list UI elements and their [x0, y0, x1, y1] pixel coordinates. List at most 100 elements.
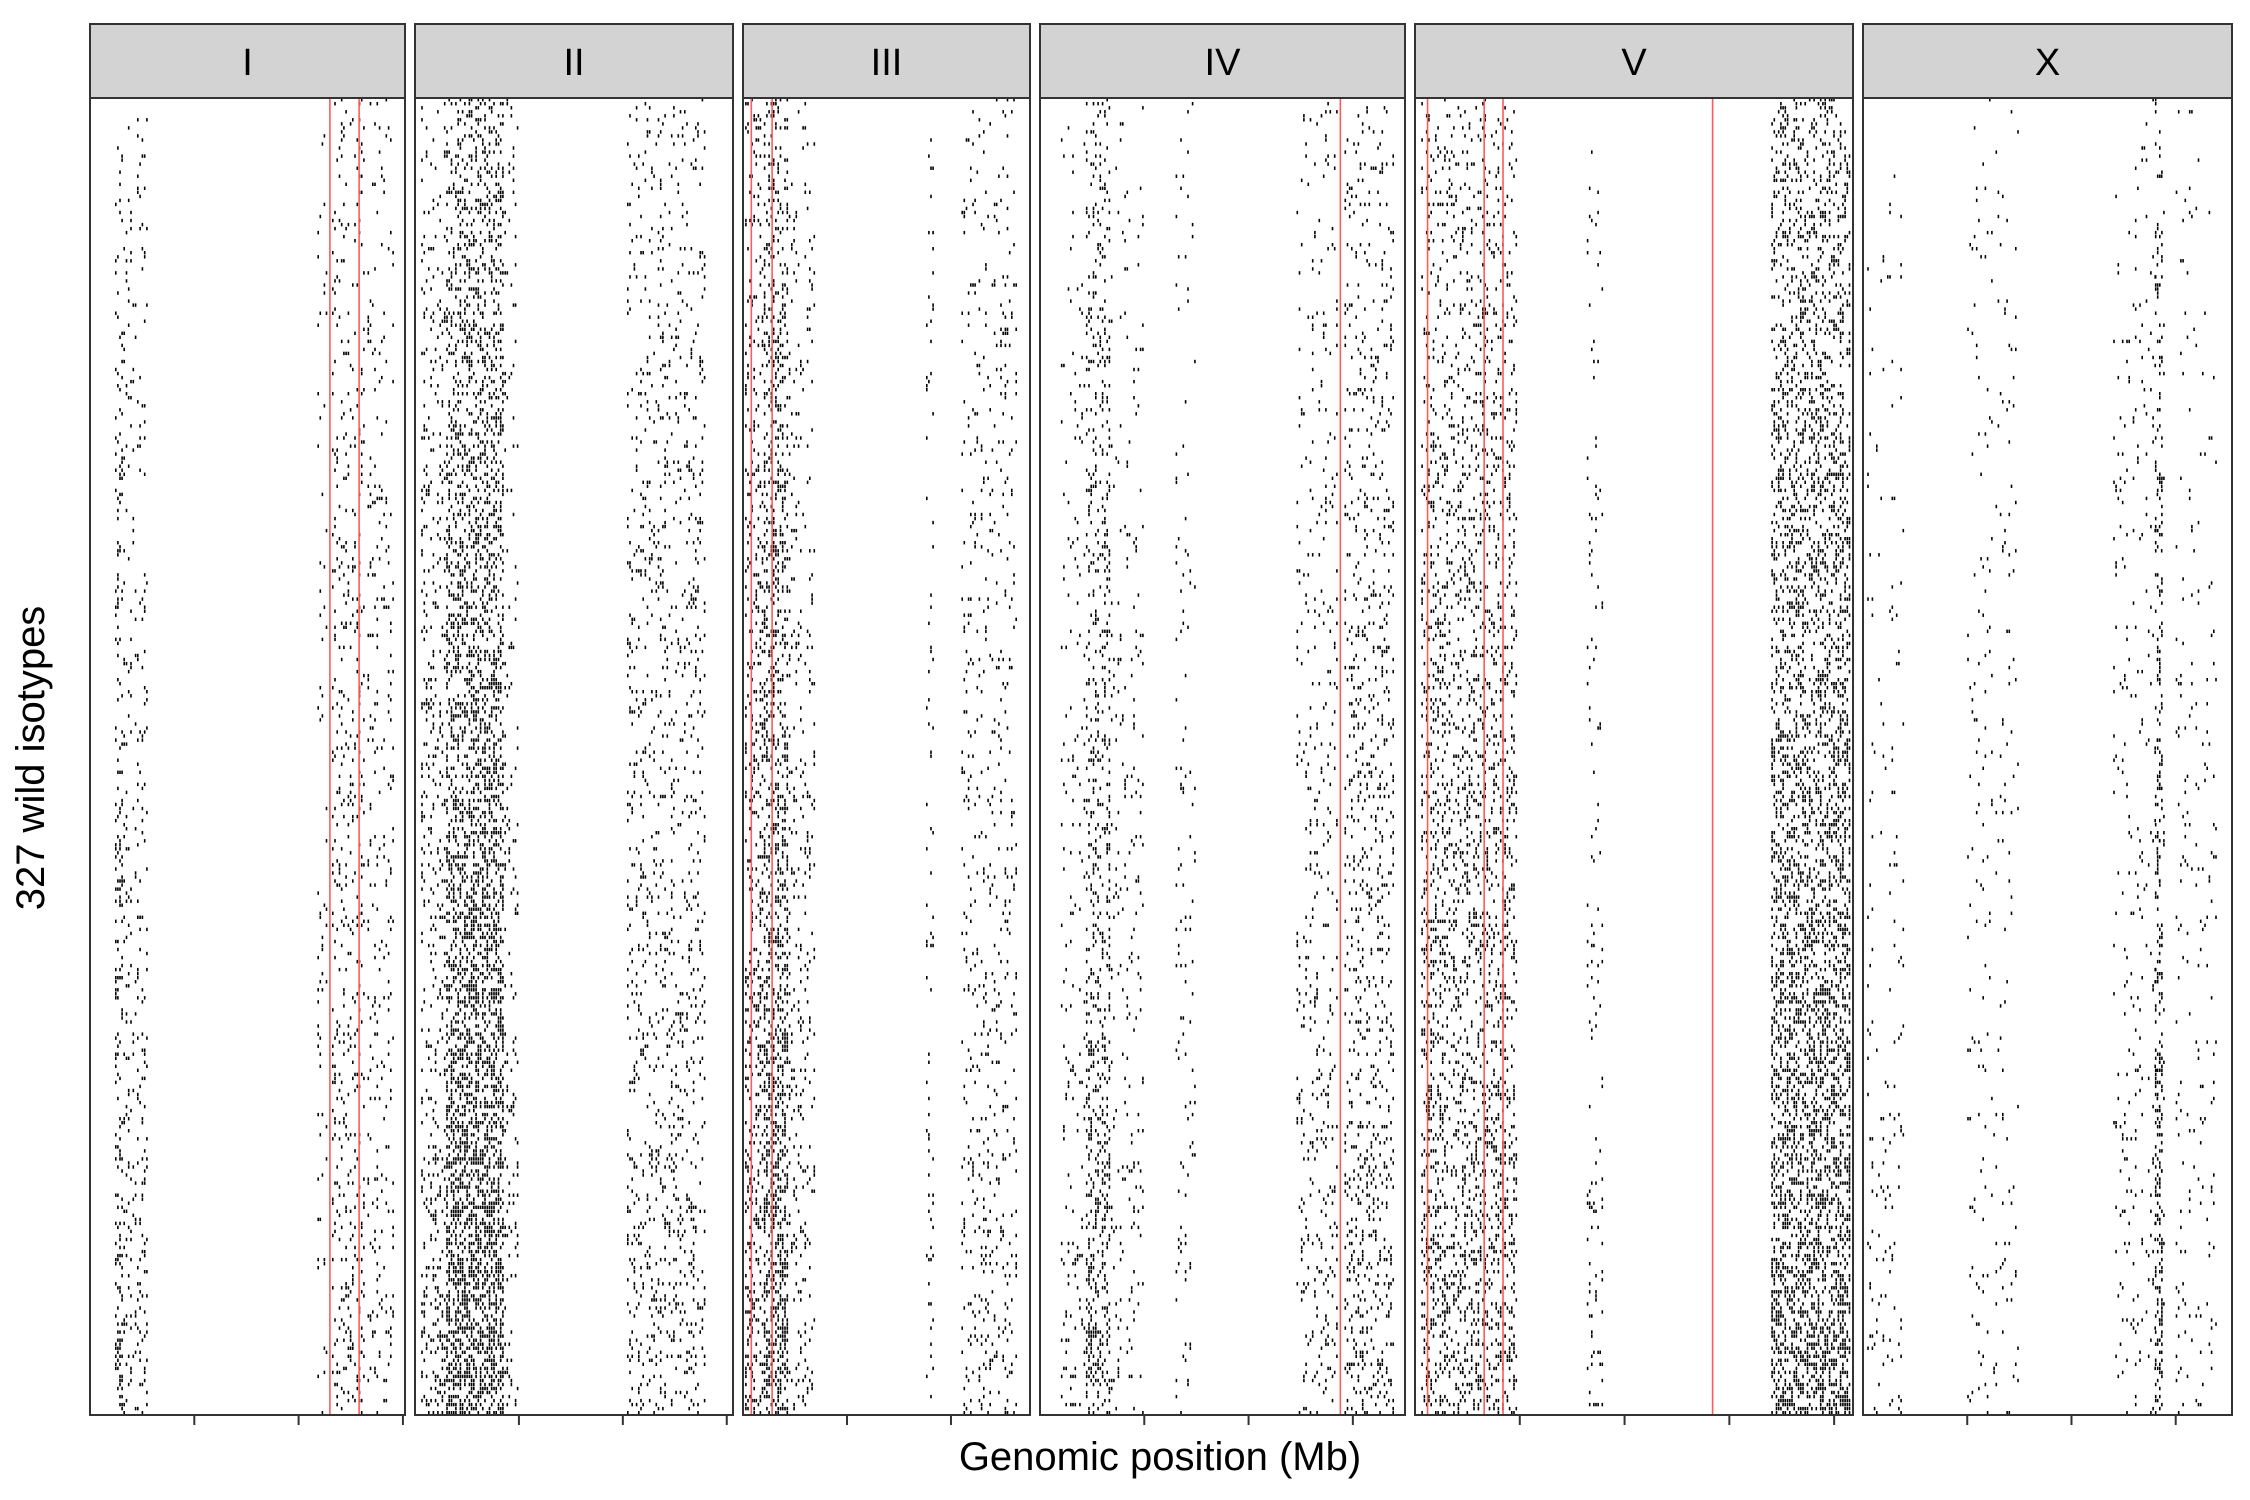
variant-mark — [459, 818, 462, 823]
variant-mark — [486, 649, 489, 654]
variant-mark — [443, 1129, 446, 1133]
variant-mark — [477, 818, 480, 823]
variant-mark — [317, 230, 319, 235]
variant-mark — [502, 1354, 504, 1359]
variant-mark — [466, 915, 468, 920]
variant-mark — [468, 565, 471, 569]
variant-mark — [352, 1266, 354, 1270]
variant-mark — [493, 919, 495, 924]
variant-mark — [441, 367, 444, 372]
variant-mark — [139, 601, 141, 605]
variant-mark — [132, 806, 135, 811]
variant-mark — [459, 1072, 462, 1077]
variant-mark — [493, 585, 495, 589]
variant-mark — [115, 1157, 117, 1161]
variant-mark — [450, 537, 453, 541]
variant-mark — [117, 553, 119, 557]
variant-mark — [450, 351, 453, 356]
variant-mark — [146, 1237, 148, 1242]
variant-mark — [470, 472, 473, 477]
variant-mark — [352, 931, 354, 936]
variant-mark — [493, 1153, 495, 1157]
variant-mark — [475, 1161, 477, 1165]
variant-mark — [466, 1282, 468, 1286]
variant-mark — [448, 1318, 450, 1322]
variant-mark — [334, 279, 336, 283]
variant-mark — [421, 1121, 423, 1125]
variant-mark — [473, 504, 475, 509]
variant-mark — [455, 1318, 457, 1322]
variant-mark — [360, 855, 363, 859]
variant-mark — [490, 1270, 493, 1274]
variant-mark — [450, 984, 453, 988]
variant-mark — [468, 412, 471, 416]
variant-mark — [499, 460, 502, 464]
variant-mark — [482, 931, 484, 936]
variant-mark — [466, 1366, 468, 1371]
variant-mark — [493, 887, 495, 891]
variant-mark — [446, 1024, 448, 1028]
variant-mark — [464, 569, 466, 573]
variant-mark — [360, 1221, 363, 1226]
variant-mark — [332, 1354, 334, 1359]
variant-mark — [497, 589, 500, 593]
variant-mark — [343, 1100, 345, 1105]
variant-mark — [490, 682, 493, 686]
variant-mark — [119, 1040, 121, 1044]
variant-mark — [119, 1137, 121, 1141]
variant-mark — [488, 1205, 491, 1210]
variant-mark — [363, 1338, 365, 1342]
variant-mark — [473, 456, 475, 460]
variant-mark — [468, 331, 471, 336]
variant-mark — [450, 1362, 453, 1367]
variant-mark — [479, 460, 482, 464]
variant-mark — [387, 1040, 390, 1044]
variant-mark — [477, 1169, 480, 1173]
variant-mark — [123, 1411, 125, 1415]
variant-mark — [450, 1121, 453, 1125]
variant-mark — [499, 1411, 502, 1415]
variant-mark — [437, 1125, 439, 1129]
variant-mark — [461, 1278, 464, 1282]
variant-mark — [488, 770, 491, 775]
variant-mark — [448, 831, 450, 835]
variant-mark — [490, 1358, 493, 1363]
variant-mark — [430, 1068, 432, 1073]
variant-mark — [455, 1088, 457, 1093]
variant-mark — [459, 1257, 462, 1262]
variant-mark — [499, 516, 502, 521]
variant-mark — [457, 1257, 459, 1262]
variant-mark — [497, 416, 500, 420]
variant-mark — [473, 1386, 475, 1391]
variant-mark — [482, 408, 484, 412]
variant-mark — [121, 1274, 123, 1278]
variant-mark — [482, 879, 484, 883]
variant-mark — [452, 311, 455, 315]
variant-mark — [499, 1262, 502, 1266]
variant-mark — [482, 843, 484, 847]
variant-mark — [430, 287, 432, 291]
variant-mark — [121, 1205, 123, 1210]
variant-mark — [475, 806, 477, 811]
variant-mark — [468, 746, 471, 750]
variant-mark — [115, 988, 117, 992]
variant-mark — [137, 1096, 139, 1101]
variant-mark — [381, 1076, 383, 1081]
variant-mark — [495, 1386, 497, 1391]
variant-mark — [473, 988, 475, 992]
variant-mark — [502, 1028, 504, 1032]
variant-mark — [466, 710, 468, 714]
variant-mark — [450, 158, 453, 162]
variant-mark — [117, 770, 119, 775]
variant-mark — [352, 508, 354, 513]
variant-mark — [490, 202, 493, 207]
variant-mark — [495, 565, 497, 569]
variant-mark — [499, 1406, 502, 1411]
variant-mark — [119, 899, 121, 903]
variant-mark — [457, 110, 459, 114]
variant-mark — [332, 1044, 334, 1048]
variant-mark — [378, 1004, 381, 1008]
variant-mark — [439, 194, 441, 199]
variant-mark — [495, 1330, 497, 1334]
variant-mark — [502, 283, 504, 287]
